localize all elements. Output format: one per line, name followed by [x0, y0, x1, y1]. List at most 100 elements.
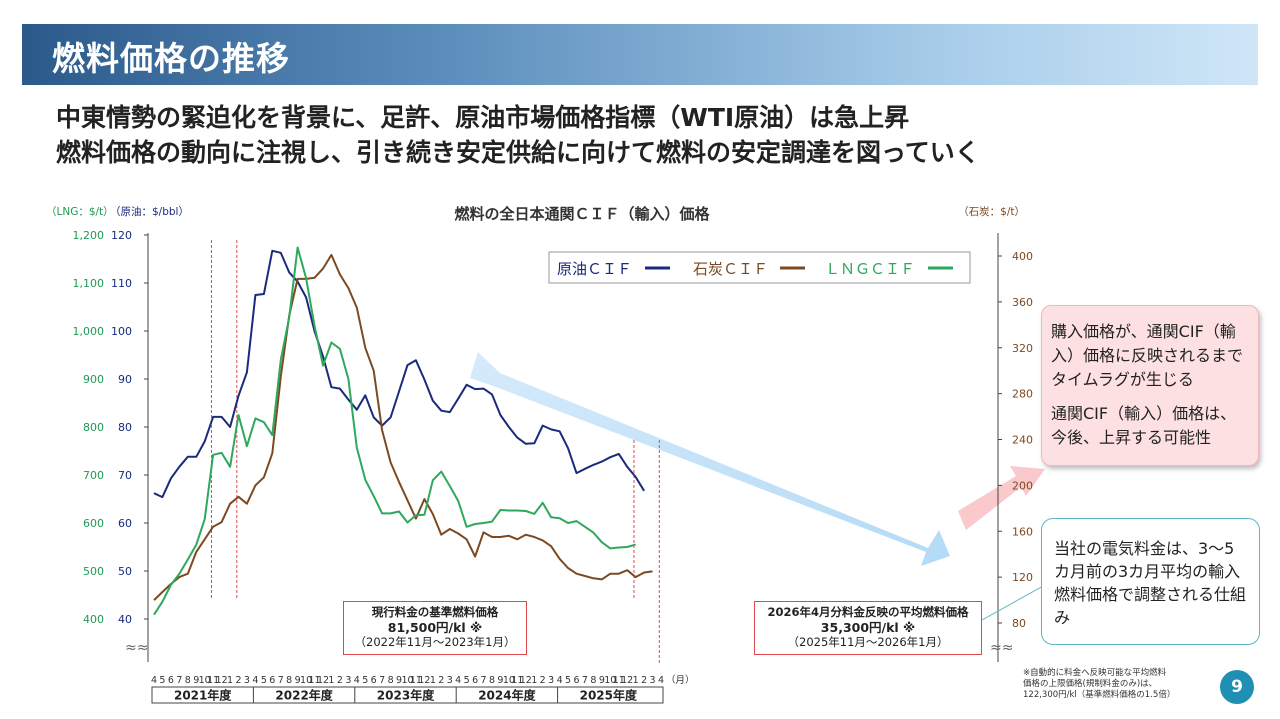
oil-tick-label: 80	[118, 421, 132, 434]
month-label: 11	[511, 675, 523, 686]
month-label: 3	[244, 675, 250, 686]
average-fuel-price-period: （2025年11月～2026年1月）	[787, 635, 949, 649]
oil-tick-label: 70	[118, 469, 132, 482]
month-label: 9	[599, 675, 605, 686]
rise-possibility-text: 通関CIF（輸入）価格は、今後、上昇する可能性	[1051, 404, 1237, 447]
coal-tick-label: 360	[1012, 296, 1033, 309]
tariff-mechanism-callout: 当社の電気料金は、3～5カ月前の3カ月平均の輸入燃料価格で調整される仕組み	[1041, 518, 1260, 645]
month-label: 5	[159, 675, 165, 686]
fiscal-year-band	[151, 686, 664, 704]
lng-tick-label: 1,000	[73, 325, 105, 338]
month-label: 6	[371, 675, 377, 686]
month-unit-label: （月）	[666, 674, 695, 686]
average-fuel-price-box: 2026年4月分料金反映の平均燃料価格 35,300円/kl ※ （2025年1…	[754, 601, 982, 655]
month-label: 3	[447, 675, 453, 686]
chart-axes: 120 1,200 110 1,100 100 1,000 90 900 80 800 70 700 6…	[73, 229, 1033, 662]
lng-tick-label: 500	[83, 565, 104, 578]
lng-tick-label: 1,200	[73, 229, 105, 242]
coal-tick-label: 200	[1012, 479, 1033, 492]
month-label: 6	[573, 675, 579, 686]
tariff-mechanism-text: 当社の電気料金は、3～5カ月前の3カ月平均の輸入燃料価格で調整される仕組み	[1054, 539, 1247, 627]
lng-axis-label: （LNG：$/t）	[46, 206, 114, 218]
page-title: 燃料価格の推移	[52, 39, 290, 78]
month-label: 4	[455, 675, 461, 686]
coal-tick-label: 320	[1012, 342, 1033, 355]
downtrend-arrow	[470, 352, 950, 566]
month-label: 10	[401, 675, 413, 686]
month-label: 5	[464, 675, 470, 686]
month-label: 7	[481, 675, 487, 686]
coal-tick-label: 160	[1012, 525, 1033, 538]
month-label: 3	[650, 675, 656, 686]
lng-tick-label: 400	[83, 613, 104, 626]
average-fuel-price-value: 35,300円/kl ※	[820, 620, 916, 635]
oil-tick-label: 120	[111, 229, 132, 242]
month-label: 11	[207, 675, 219, 686]
month-label: 7	[582, 675, 588, 686]
right-axis-break: ≈≈	[990, 640, 1013, 656]
title-banner: 燃料価格の推移	[22, 24, 1258, 85]
month-label: 1	[227, 675, 233, 686]
lng-cif-line	[153, 246, 636, 616]
month-label: 10	[604, 675, 616, 686]
base-fuel-price-box: 現行料金の基準燃料価格 81,500円/kl ※ （2022年11月～2023年…	[343, 601, 527, 655]
month-label: 11	[613, 675, 625, 686]
legend-coal-label: 石炭ＣＩＦ	[693, 260, 768, 278]
footnote: ※自動的に料金へ反映可能な平均燃料 価格の上限価格(規制料金のみ)は、 122,…	[1023, 668, 1175, 701]
month-label: 4	[557, 675, 563, 686]
average-fuel-price-title: 2026年4月分料金反映の平均燃料価格	[767, 605, 969, 619]
month-label: 10	[199, 675, 211, 686]
month-label: 9	[497, 675, 503, 686]
month-label: 8	[489, 675, 495, 686]
footnote-line-2: 価格の上限価格(規制料金のみ)は、	[1023, 679, 1158, 689]
coal-tick-label: 120	[1012, 571, 1033, 584]
lng-tick-label: 600	[83, 517, 104, 530]
chart-series	[153, 246, 653, 616]
month-label: 7	[278, 675, 284, 686]
month-label: 11	[410, 675, 422, 686]
month-label: 1	[633, 675, 639, 686]
coal-axis-label: （石炭：$/t）	[958, 206, 1025, 218]
coal-cif-line	[153, 253, 653, 601]
lead-line-2: 燃料価格の動向に注視し、引き続き安定供給に向けて燃料の安定調達を図っていく	[56, 138, 980, 167]
month-label: 1	[328, 675, 334, 686]
legend-lng-label: ＬＮＧＣＩＦ	[825, 260, 915, 278]
month-label: 9	[193, 675, 199, 686]
month-label: 1	[430, 675, 436, 686]
month-label: 8	[185, 675, 191, 686]
lng-tick-label: 800	[83, 421, 104, 434]
rise-arrow	[958, 466, 1045, 530]
coal-tick-label: 280	[1012, 388, 1033, 401]
oil-cif-line	[153, 249, 645, 499]
chart-title: 燃料の全日本通関ＣＩＦ（輸入）価格	[454, 205, 710, 223]
month-label: 3	[548, 675, 554, 686]
month-label: 2	[235, 675, 241, 686]
callout-connector	[981, 584, 1046, 621]
fiscal-year-label: 2024年度	[478, 688, 536, 703]
legend-oil-label: 原油ＣＩＦ	[557, 260, 632, 278]
base-fuel-price-title: 現行料金の基準燃料価格	[371, 605, 499, 619]
month-label: 7	[176, 675, 182, 686]
month-label: 8	[590, 675, 596, 686]
month-label: 5	[261, 675, 267, 686]
month-label: 12	[216, 675, 228, 686]
month-label: 10	[300, 675, 312, 686]
month-label: 10	[503, 675, 515, 686]
lng-tick-label: 900	[83, 373, 104, 386]
oil-tick-label: 100	[111, 325, 132, 338]
fiscal-year-label: 2023年度	[377, 688, 435, 703]
month-label: 4	[354, 675, 360, 686]
oil-tick-label: 40	[118, 613, 132, 626]
month-label: 4	[252, 675, 258, 686]
month-label: 3	[345, 675, 351, 686]
left-axis-break: ≈≈	[125, 640, 148, 656]
fiscal-year-label: 2021年度	[174, 688, 232, 703]
legend-frame	[548, 251, 971, 284]
oil-tick-label: 90	[118, 373, 132, 386]
coal-tick-label: 400	[1012, 250, 1033, 263]
month-label: 9	[295, 675, 301, 686]
month-label: 12	[520, 675, 532, 686]
month-label: 4	[151, 675, 157, 686]
